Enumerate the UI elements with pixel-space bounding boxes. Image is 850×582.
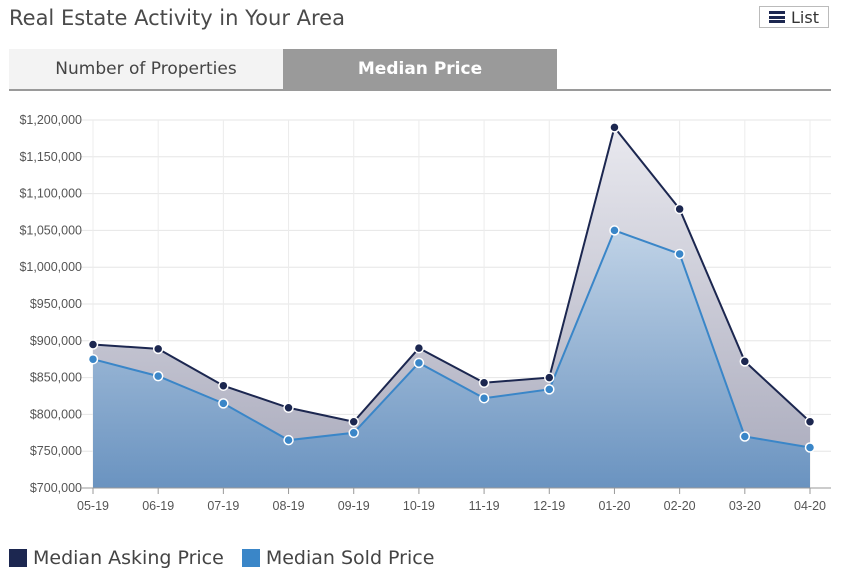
y-tick-label: $750,000 <box>30 444 82 458</box>
legend-label-asking: Median Asking Price <box>33 547 224 569</box>
x-tick-label: 06-19 <box>142 499 174 513</box>
asking-point <box>348 416 359 428</box>
sold-point <box>804 442 816 453</box>
asking-point <box>544 372 555 383</box>
chart-legend: Median Asking Price Median Sold Price <box>9 547 434 569</box>
y-tick-label: $1,100,000 <box>19 187 82 201</box>
asking-point <box>152 343 164 355</box>
asking-point <box>609 122 620 133</box>
x-tick-label: 12-19 <box>533 499 565 513</box>
sold-point <box>152 370 164 382</box>
x-tick-label: 09-19 <box>338 499 370 513</box>
y-tick-label: $700,000 <box>30 481 82 495</box>
x-tick-label: 01-20 <box>598 499 630 513</box>
sold-point <box>609 225 620 236</box>
asking-point <box>804 416 816 428</box>
y-tick-label: $1,050,000 <box>19 223 82 237</box>
asking-point <box>674 203 685 215</box>
sold-area <box>93 230 810 488</box>
x-tick-label: 05-19 <box>77 499 109 513</box>
page-title: Real Estate Activity in Your Area <box>9 6 345 30</box>
y-tick-label: $1,200,000 <box>19 113 82 127</box>
legend-swatch-asking <box>9 549 27 567</box>
sold-point <box>348 427 359 439</box>
asking-point <box>283 402 294 414</box>
y-tick-label: $800,000 <box>30 407 82 421</box>
x-tick-label: 03-20 <box>729 499 761 513</box>
y-tick-label: $1,000,000 <box>19 260 82 274</box>
sold-line <box>92 229 811 449</box>
sold-point <box>674 248 685 260</box>
sold-point <box>218 398 229 409</box>
asking-line <box>92 125 811 423</box>
x-tick-label: 04-20 <box>794 499 826 513</box>
asking-point <box>218 380 229 391</box>
tab-median-price[interactable]: Median Price <box>283 49 557 89</box>
asking-point <box>478 377 490 389</box>
y-tick-label: $950,000 <box>30 297 82 311</box>
y-tick-label: $850,000 <box>30 371 82 385</box>
x-tick-label: 10-19 <box>403 499 435 513</box>
legend-item-asking[interactable]: Median Asking Price <box>9 547 224 569</box>
list-icon <box>769 11 786 23</box>
sold-point <box>283 434 294 446</box>
x-tick-label: 11-19 <box>469 499 500 513</box>
y-tick-label: $1,150,000 <box>19 150 82 164</box>
list-view-button[interactable]: List <box>759 6 829 28</box>
legend-item-sold[interactable]: Median Sold Price <box>241 547 435 569</box>
median-price-chart: $700,000 $750,000 $800,000 $850,000 $900,000… <box>19 113 831 513</box>
sold-point <box>413 357 425 369</box>
sold-point <box>478 392 490 404</box>
asking-point <box>739 356 751 367</box>
y-tick-label: $900,000 <box>30 334 82 348</box>
sold-point <box>544 384 555 395</box>
asking-point <box>413 342 425 354</box>
tab-number-of-properties[interactable]: Number of Properties <box>9 49 283 89</box>
sold-point <box>87 353 99 365</box>
list-button-label: List <box>791 7 819 27</box>
legend-label-sold: Median Sold Price <box>265 547 435 569</box>
asking-point <box>87 339 99 350</box>
chart-tabs: Number of Properties Median Price <box>9 49 831 91</box>
legend-swatch-sold <box>241 549 260 567</box>
sold-point <box>739 431 751 442</box>
x-tick-label: 08-19 <box>273 499 305 513</box>
x-tick-label: 07-19 <box>207 499 239 513</box>
x-tick-label: 02-20 <box>664 499 696 513</box>
